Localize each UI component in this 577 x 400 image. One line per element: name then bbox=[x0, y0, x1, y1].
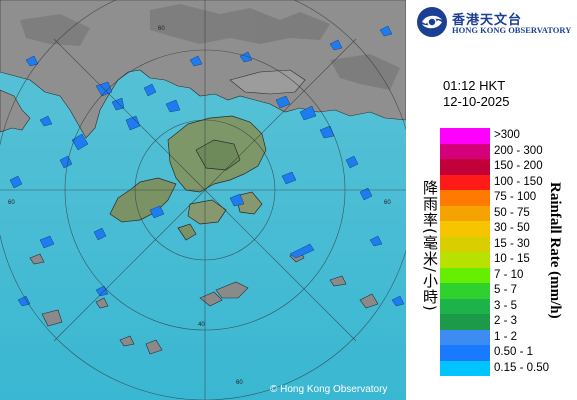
legend-swatch bbox=[440, 174, 490, 190]
legend-swatch bbox=[440, 190, 490, 206]
hko-logo-icon bbox=[417, 7, 447, 37]
legend-label: 0.15 - 0.50 bbox=[494, 361, 549, 374]
range-label: 60 bbox=[236, 380, 243, 386]
copyright-notice: © Hong Kong Observatory bbox=[270, 384, 388, 395]
observation-date: 12-10-2025 bbox=[443, 94, 510, 109]
legend-swatch bbox=[440, 143, 490, 159]
legend-label: 30 - 50 bbox=[494, 222, 530, 234]
legend-swatch bbox=[440, 267, 490, 283]
legend-label: >300 bbox=[494, 129, 520, 141]
range-label: 40 bbox=[198, 322, 205, 328]
range-labels: 60 60 60 40 60 bbox=[8, 26, 391, 386]
legend-swatch bbox=[440, 329, 490, 345]
legend-label: 2 - 3 bbox=[494, 315, 518, 327]
radar-map-canvas: 60 60 60 40 60 bbox=[0, 0, 406, 400]
legend-title-english: Rainfall Rate (mm/h) bbox=[547, 182, 563, 319]
observation-time: 01:12 HKT bbox=[443, 78, 506, 93]
legend-swatch bbox=[440, 159, 490, 175]
range-label: 60 bbox=[384, 200, 391, 206]
range-label: 60 bbox=[158, 26, 165, 32]
legend-swatch bbox=[440, 128, 490, 144]
legend-label: 15 - 30 bbox=[494, 237, 530, 250]
legend-label: 100 - 150 bbox=[494, 175, 543, 188]
radar-map[interactable]: 60 60 60 40 60 © Hong Kong Observatory bbox=[0, 0, 406, 400]
legend-swatch bbox=[440, 205, 490, 221]
legend-label: 3 - 5 bbox=[494, 299, 518, 312]
legend-swatch bbox=[440, 360, 490, 376]
legend-swatch bbox=[440, 314, 490, 330]
range-label: 60 bbox=[8, 200, 15, 206]
hko-chinese-name: 香港天文台 bbox=[452, 13, 523, 28]
radar-echoes bbox=[9, 25, 405, 307]
islands bbox=[29, 249, 379, 355]
legend-label: 150 - 200 bbox=[494, 160, 543, 172]
legend-label: 7 - 10 bbox=[494, 268, 524, 281]
legend-label: 0.50 - 1 bbox=[494, 346, 533, 358]
info-panel: 香港天文台 HONG KONG OBSERVATORY 01:12 HKT 12… bbox=[406, 0, 577, 400]
legend-swatch bbox=[440, 221, 490, 237]
legend-label: 1 - 2 bbox=[494, 330, 518, 343]
hong-kong-land bbox=[109, 115, 267, 241]
legend-label: 10 - 15 bbox=[494, 253, 530, 265]
legend-swatch bbox=[440, 298, 490, 314]
legend-swatch bbox=[440, 283, 490, 299]
legend-label: 50 - 75 bbox=[494, 206, 530, 219]
legend-label: 200 - 300 bbox=[494, 144, 543, 157]
legend-swatch bbox=[440, 252, 490, 268]
hko-logo[interactable]: 香港天文台 HONG KONG OBSERVATORY bbox=[416, 6, 576, 38]
mainland-terrain bbox=[20, 4, 400, 90]
range-rings bbox=[0, 0, 406, 400]
legend-title-chinese: 降雨率(毫米/小時) bbox=[421, 180, 439, 312]
hko-english-name: HONG KONG OBSERVATORY bbox=[452, 25, 572, 35]
legend-swatch bbox=[440, 236, 490, 252]
legend-label: 5 - 7 bbox=[494, 284, 518, 296]
legend-label: 75 - 100 bbox=[494, 191, 537, 203]
legend-swatch bbox=[440, 345, 490, 361]
